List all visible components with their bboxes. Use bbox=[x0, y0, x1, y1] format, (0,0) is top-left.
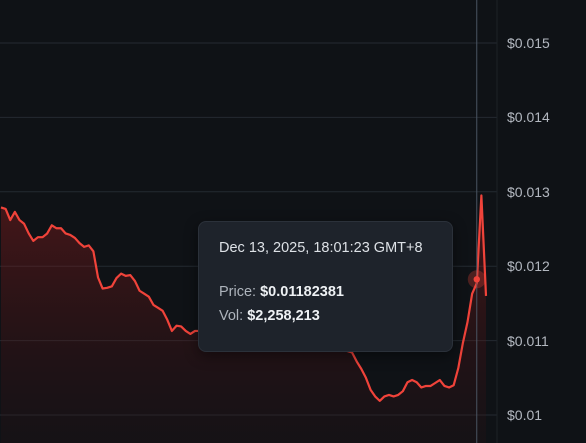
price-tooltip: Dec 13, 2025, 18:01:23 GMT+8 Price: $0.0… bbox=[198, 221, 453, 352]
y-tick-label: $0.015 bbox=[507, 35, 550, 51]
tooltip-price-value: $0.01182381 bbox=[260, 284, 344, 300]
tooltip-price-label: Price: bbox=[219, 284, 257, 300]
tooltip-vol-row: Vol: $2,258,213 bbox=[219, 308, 452, 324]
tooltip-price-row: Price: $0.01182381 bbox=[219, 284, 452, 300]
tooltip-timestamp: Dec 13, 2025, 18:01:23 GMT+8 bbox=[219, 240, 423, 256]
tooltip-vol-label: Vol: bbox=[219, 308, 244, 324]
price-area-fill bbox=[1, 195, 486, 443]
y-tick-label: $0.01 bbox=[507, 407, 543, 423]
tooltip-vol-value: $2,258,213 bbox=[247, 308, 320, 324]
hover-point[interactable] bbox=[473, 276, 480, 283]
y-tick-label: $0.011 bbox=[507, 332, 549, 349]
y-tick-label: $0.014 bbox=[507, 109, 550, 126]
y-tick-label: $0.012 bbox=[507, 258, 550, 275]
y-tick-label: $0.013 bbox=[507, 183, 550, 200]
